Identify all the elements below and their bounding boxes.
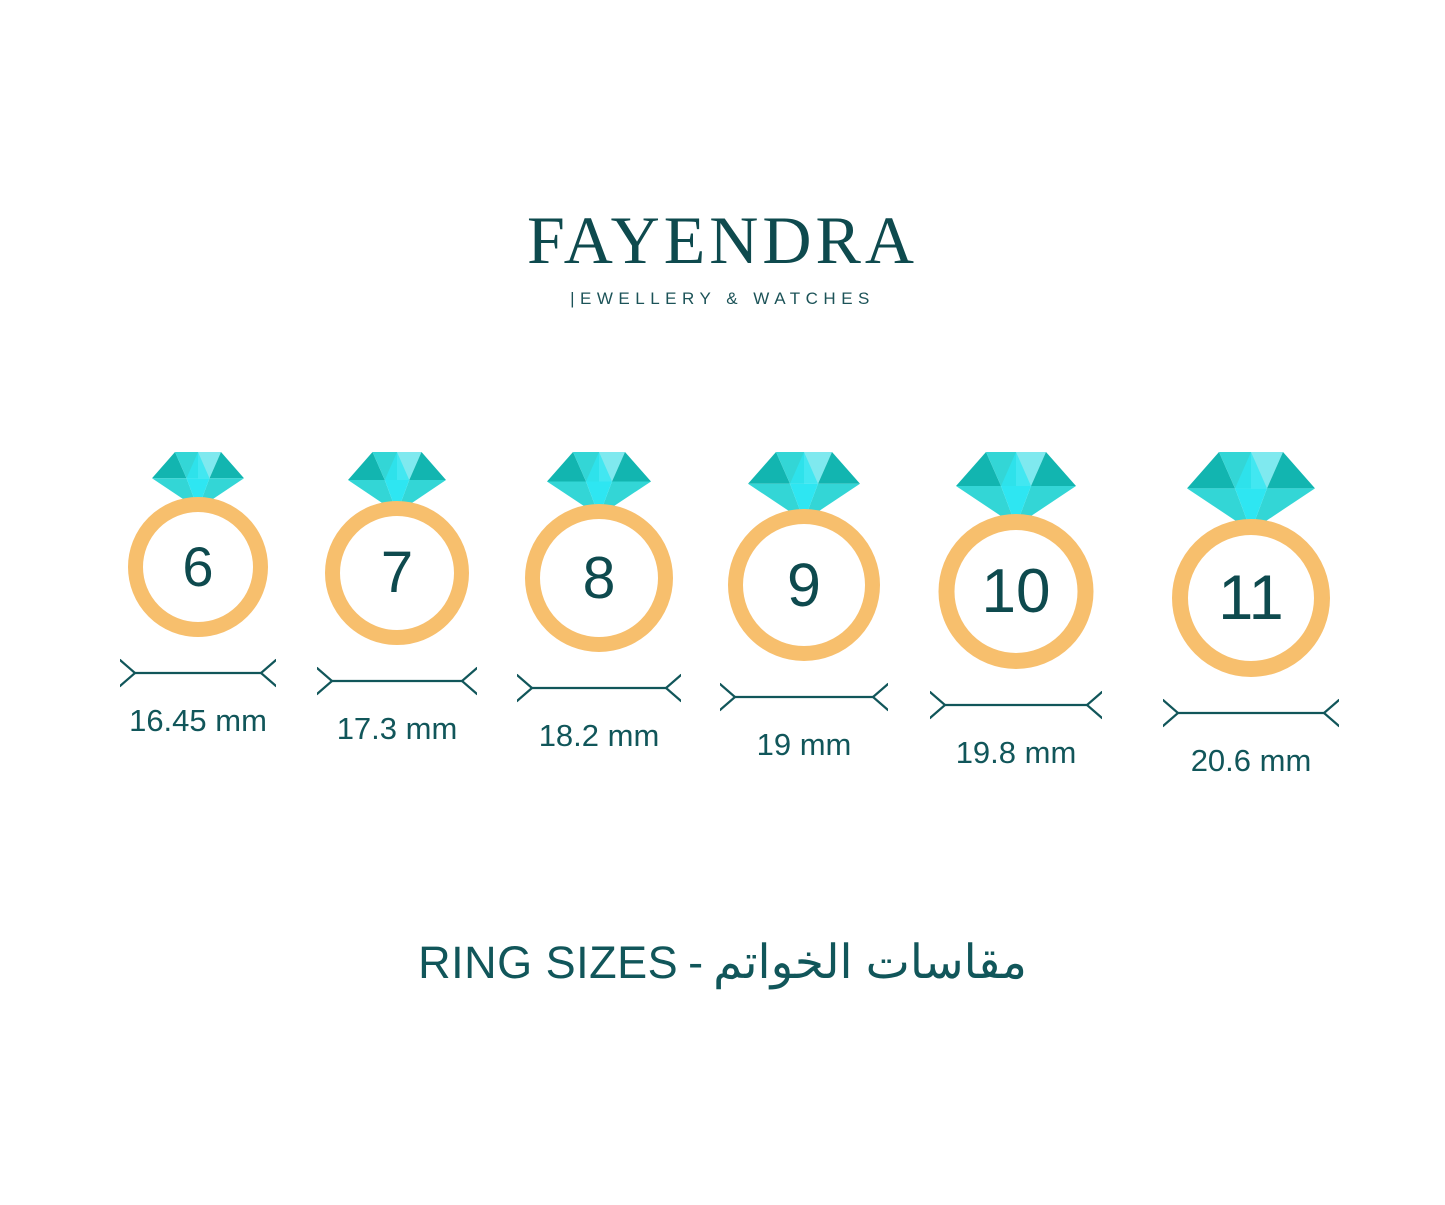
dimension-line [720,677,888,717]
dimension-line [120,653,276,693]
ring-band: 7 [325,501,469,645]
ring-diameter-label: 17.3 mm [336,711,458,746]
dimension-svg [120,658,276,688]
ring-band: 9 [728,509,880,661]
ring-diameter-label: 19.8 mm [955,735,1077,770]
ring-diameter-label: 20.6 mm [1190,743,1312,778]
brand-logo: FAYENDRA |EWELLERY & WATCHES [0,206,1445,307]
ring-size-item[interactable]: 6 16.45 mm [88,452,308,802]
ring-size-item[interactable]: 10 19.8 mm [906,452,1126,802]
ring-size-number: 6 [182,535,214,598]
ring-size-item[interactable]: 9 19 mm [694,452,914,802]
dimension-svg [1163,698,1339,728]
ring-size-number: 11 [1218,563,1284,633]
ring-size-row: 6 16.45 mm 7 17.3 mm [0,452,1445,802]
ring-band: 6 [128,497,268,637]
ring-band: 10 [938,514,1094,669]
gem-svg [152,452,244,509]
ring-diameter-label: 19 mm [756,727,852,762]
dimension-svg [930,690,1102,720]
ring-diameter-label: 18.2 mm [538,718,660,753]
page-title-english: RING SIZES [418,937,679,988]
dimension-line [1163,693,1339,733]
ring-size-number: 8 [582,545,616,611]
page-title-separator: - [688,937,704,988]
ring-band: 8 [525,504,673,652]
brand-tagline: |EWELLERY & WATCHES [570,289,875,308]
dimension-svg [317,666,477,696]
diamond-icon [956,452,1076,526]
ring-size-item[interactable]: 7 17.3 mm [287,452,507,802]
ring-diameter-label: 16.45 mm [129,703,267,738]
ring-band: 11 [1172,519,1330,677]
page-title-arabic: مقاسات الخواتم [713,935,1027,988]
ring-size-number: 7 [380,540,414,605]
ring-size-number: 9 [787,551,821,619]
page-title: RING SIZES - مقاسات الخواتم [0,938,1445,985]
dimension-svg [517,673,681,703]
diamond-icon [152,452,244,509]
dimension-line [317,661,477,701]
ring-size-number: 10 [981,557,1051,626]
gem-svg [956,452,1076,526]
dimension-line [517,668,681,708]
ring-size-item[interactable]: 8 18.2 mm [489,452,709,802]
dimension-line [930,685,1102,725]
ring-size-item[interactable]: 11 20.6 mm [1141,452,1361,802]
dimension-svg [720,682,888,712]
brand-wordmark: FAYENDRA [527,202,918,278]
